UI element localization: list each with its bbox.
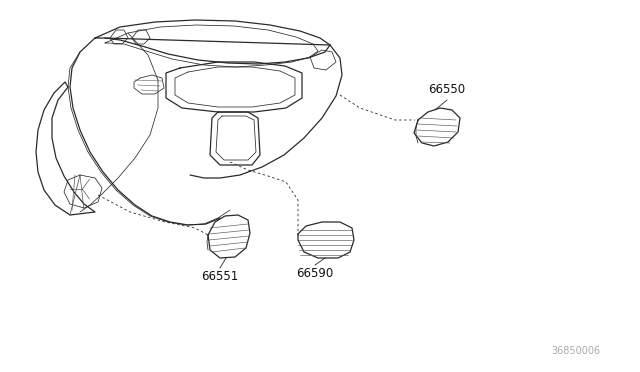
Text: 36850006: 36850006 <box>551 346 600 356</box>
Text: 66551: 66551 <box>202 270 239 283</box>
Text: 66550: 66550 <box>428 83 465 96</box>
Text: 66590: 66590 <box>296 267 333 280</box>
